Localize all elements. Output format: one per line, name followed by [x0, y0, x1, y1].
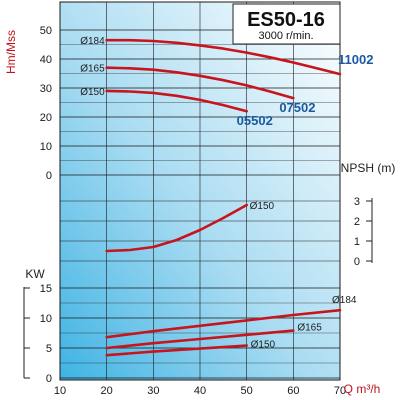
head-tick-label: 40 [40, 54, 52, 66]
head-tick-label: 30 [40, 83, 52, 95]
x-tick-label: 10 [54, 385, 66, 397]
plot-frame [59, 1, 341, 381]
head-tick-label: 50 [40, 25, 52, 37]
curve-labels: Ø184 Ø165 Ø150 11002 07502 05502 Ø150 Ø184 Ø165 Ø… [80, 36, 373, 350]
power-curve [105, 329, 295, 350]
head-tick-label: 0 [46, 170, 52, 182]
x-tick-label: 20 [101, 385, 113, 397]
head-curve [105, 38, 342, 76]
head-tick-label: 10 [40, 141, 52, 153]
grid [59, 1, 341, 381]
x-tick-label: 50 [241, 385, 253, 397]
power-axis-label: KW [25, 267, 45, 281]
x-tick-label: 70 [334, 385, 346, 397]
power-curve-label: Ø184 [332, 295, 357, 306]
head-curve-label: Ø150 [80, 87, 105, 98]
head-tick-label: 20 [40, 112, 52, 124]
head-curve [105, 89, 248, 113]
npsh-curve-label: Ø150 [250, 201, 275, 212]
model-label: 05502 [237, 113, 273, 128]
x-tick-label: 40 [194, 385, 206, 397]
npsh-curve [105, 203, 248, 253]
power-axis: 15 10 5 0 [24, 283, 52, 385]
power-tick-label: 10 [40, 313, 52, 325]
npsh-tick-label: 3 [354, 196, 360, 208]
curves [105, 38, 342, 357]
npsh-axis: 3 2 1 0 [354, 196, 372, 268]
npsh-tick-label: 1 [354, 236, 360, 248]
npsh-tick-label: 2 [354, 216, 360, 228]
power-tick-label: 0 [46, 373, 52, 385]
model-label: 11002 [338, 52, 373, 67]
x-tick-label: 60 [287, 385, 299, 397]
x-tick-label: 30 [147, 385, 159, 397]
power-curve-label: Ø150 [251, 340, 276, 351]
head-curve [105, 66, 295, 100]
x-axis: 10 20 30 40 50 60 70 [54, 385, 346, 397]
head-curve-label: Ø165 [80, 64, 105, 75]
power-curve [105, 344, 248, 357]
power-curve [105, 308, 342, 339]
npsh-tick-label: 0 [354, 256, 360, 268]
chart-subtitle: 3000 r/min. [258, 30, 313, 42]
model-label: 07502 [279, 100, 315, 115]
power-tick-label: 15 [40, 283, 52, 295]
x-axis-label: Q m³/h [344, 382, 381, 396]
title-box [232, 3, 341, 45]
chart-title: ES50-16 [247, 9, 325, 31]
power-curve-label: Ø165 [297, 323, 322, 334]
head-axis: 50 40 30 20 10 0 [40, 25, 52, 182]
head-curve-label: Ø184 [80, 36, 105, 47]
power-tick-label: 5 [46, 343, 52, 355]
head-axis-label: Hm/Mss [4, 30, 18, 74]
npsh-axis-label: NPSH (m) [341, 161, 396, 175]
